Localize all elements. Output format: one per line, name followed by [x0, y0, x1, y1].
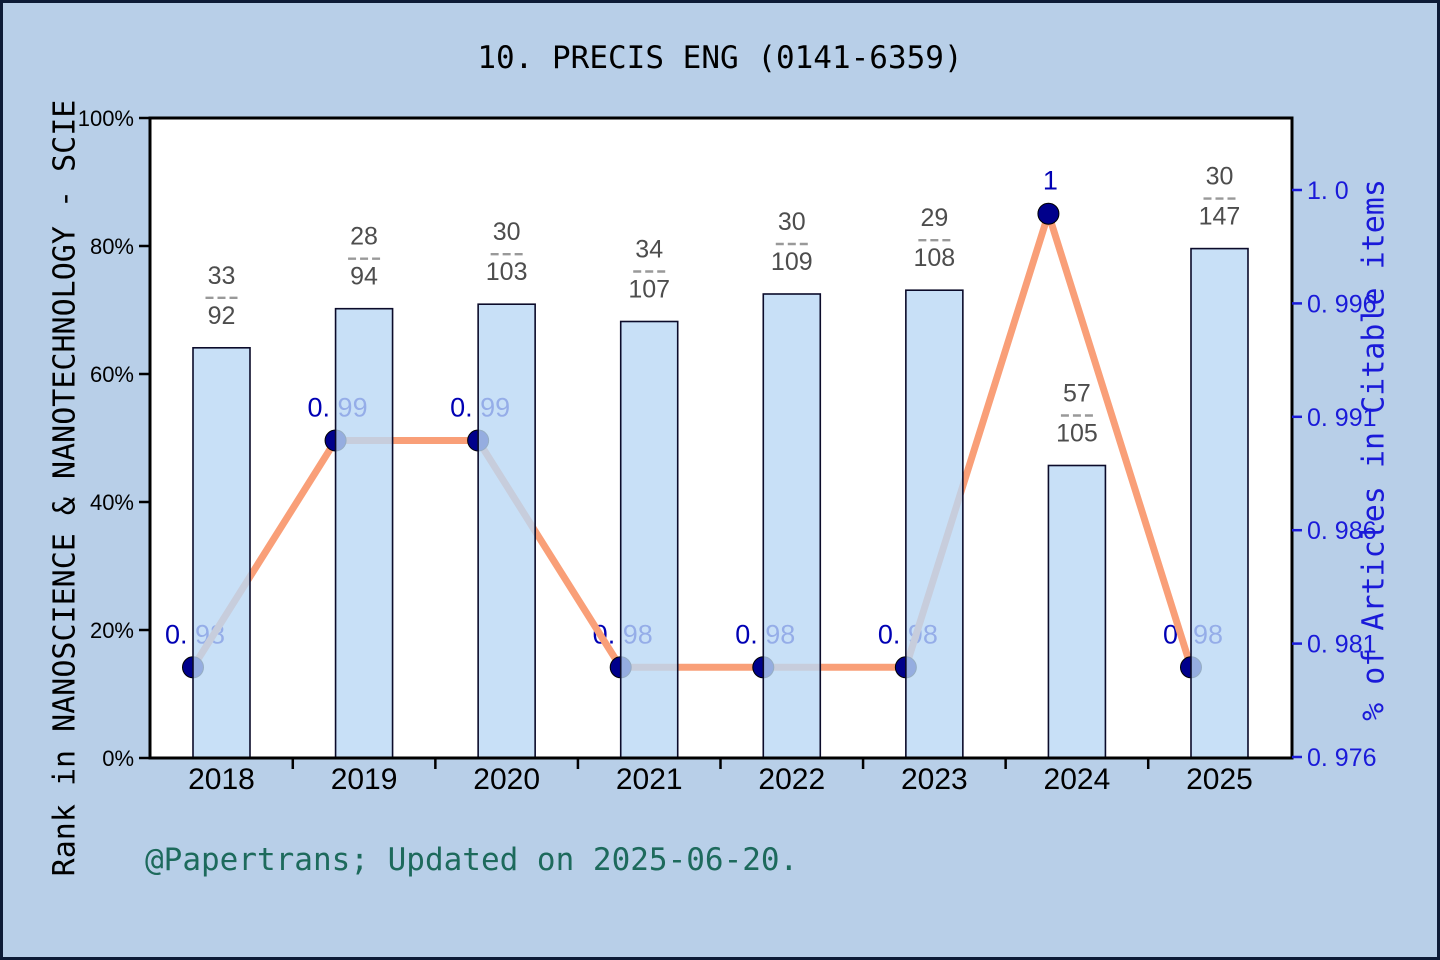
right-axis-tick-label: 0. 981: [1307, 631, 1377, 659]
fraction-numerator: 30: [493, 218, 521, 246]
rank-bar: [477, 303, 536, 759]
left-axis-tick-label: 60%: [90, 362, 134, 387]
year-label: 2021: [616, 763, 683, 796]
left-axis-tick-label: 100%: [78, 106, 134, 131]
left-axis-tick-label: 0%: [102, 746, 134, 771]
left-axis-tick-label: 20%: [90, 618, 134, 643]
fraction-numerator: 30: [1206, 163, 1234, 191]
right-axis-tick-label: 0. 991: [1307, 404, 1377, 432]
year-label: 2023: [901, 763, 968, 796]
fraction-numerator: 29: [920, 204, 948, 232]
fraction-denominator: 109: [771, 248, 813, 276]
rank-bar: [619, 320, 679, 759]
rank-bar: [905, 289, 964, 759]
rank-bar: [1190, 247, 1249, 759]
right-axis-tick-label: 0. 996: [1307, 290, 1377, 318]
year-label: 2022: [758, 763, 825, 796]
fraction-denominator: 103: [486, 258, 528, 286]
right-axis-tick-label: 0. 986: [1307, 517, 1377, 545]
fraction-denominator: 107: [628, 276, 670, 304]
rank-bar: [762, 293, 822, 759]
data-point: [1037, 202, 1060, 225]
fraction-numerator: 34: [635, 236, 663, 264]
year-label: 2020: [473, 763, 540, 796]
year-label: 2024: [1044, 763, 1111, 796]
fraction-numerator: 28: [350, 223, 378, 251]
fraction-denominator: 92: [208, 302, 236, 330]
fraction-denominator: 94: [350, 263, 378, 291]
chart-title: 10. PRECIS ENG (0141-6359): [477, 40, 963, 76]
fraction-denominator: 108: [913, 244, 955, 272]
fraction-numerator: 30: [778, 208, 806, 236]
rank-bar: [192, 346, 251, 759]
fraction-numerator: 57: [1063, 380, 1091, 408]
left-axis-tick-label: 80%: [90, 234, 134, 259]
fraction-numerator: 33: [208, 262, 236, 290]
fraction-denominator: 147: [1199, 203, 1241, 231]
right-axis-tick-label: 0. 976: [1307, 744, 1377, 772]
point-label: 1: [1043, 166, 1058, 196]
year-label: 2025: [1186, 763, 1253, 796]
fraction-denominator: 105: [1056, 420, 1098, 448]
left-axis-tick-label: 40%: [90, 490, 134, 515]
rank-bar: [1047, 464, 1107, 759]
year-label: 2019: [331, 763, 398, 796]
right-axis-tick-label: 1. 0: [1307, 177, 1349, 205]
year-label: 2018: [188, 763, 255, 796]
update-caption: @Papertrans; Updated on 2025-06-20.: [145, 842, 799, 878]
rank-bar: [334, 307, 394, 759]
